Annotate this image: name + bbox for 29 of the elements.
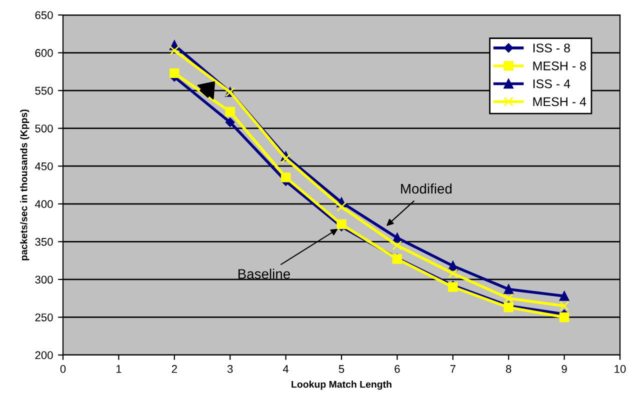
x-axis-title: Lookup Match Length	[292, 380, 392, 390]
y-tick-label: 600	[35, 49, 53, 57]
x-tick-label: 9	[562, 365, 567, 373]
x-tick-label: 10	[614, 365, 626, 373]
y-tick-label: 650	[35, 11, 53, 20]
y-tick-label: 550	[35, 86, 53, 95]
y-tick-label: 250	[35, 313, 53, 322]
x-tick-label: 4	[282, 365, 289, 373]
x-tick-label: 2	[172, 365, 177, 373]
x-tick-label: 3	[227, 365, 233, 373]
legend-label: MESH - 4	[533, 97, 586, 106]
legend-label: ISS - 4	[533, 79, 570, 88]
y-tick-label: 350	[35, 238, 53, 246]
x-tick-label: 8	[506, 365, 512, 373]
x-tick-label: 6	[394, 365, 400, 373]
x-tick-label: 0	[60, 365, 66, 373]
y-tick-label: 300	[35, 276, 53, 284]
y-tick-label: 500	[35, 124, 53, 132]
x-tick-label: 7	[450, 365, 456, 373]
x-tick-label: 5	[338, 365, 344, 373]
y-axis-title: packets/sec in thousands (Kpps)	[20, 110, 30, 260]
y-tick-label: 450	[34, 162, 53, 170]
annotation: Baseline	[238, 268, 290, 279]
legend-label: ISS - 8	[533, 44, 570, 52]
y-tick-label: 200	[35, 351, 53, 360]
legend-label: MESH - 8	[533, 61, 586, 70]
y-tick-label: 400	[34, 200, 53, 208]
annotation: Modified	[401, 183, 452, 194]
x-tick-label: 1	[116, 365, 122, 373]
